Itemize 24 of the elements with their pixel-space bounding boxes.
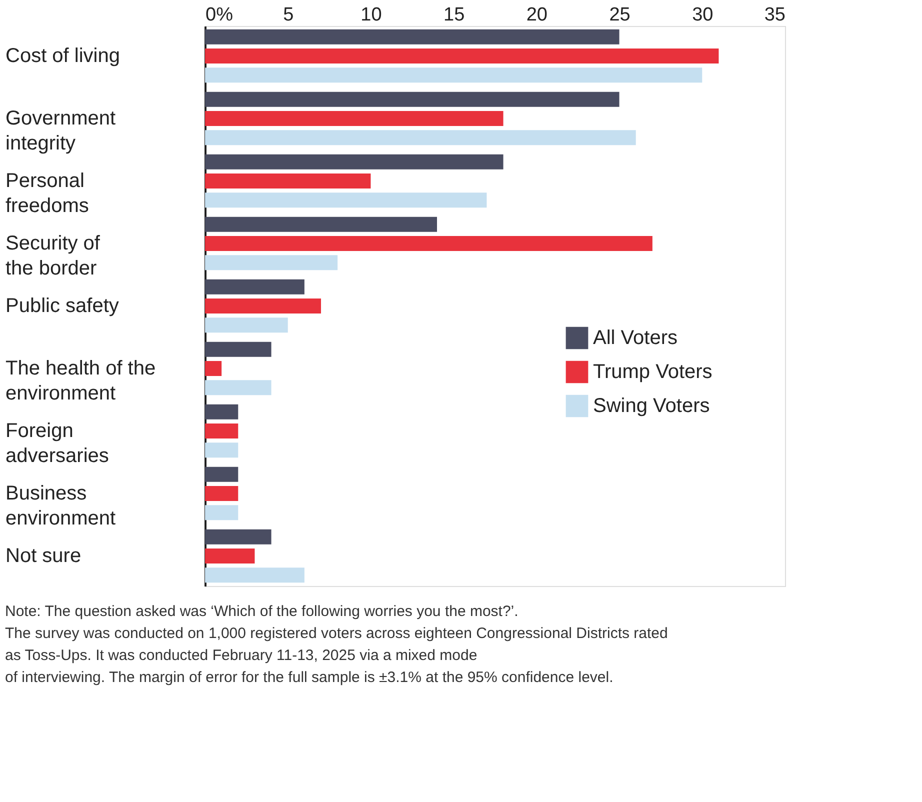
legend-label: All Voters (593, 327, 678, 349)
text: The survey was conducted on 1,000 registered voters across eighteen Congressional Districts rated (5, 625, 668, 642)
y-tick-label: Government integrity (6, 108, 116, 154)
legend-label: Swing Voters (593, 395, 710, 417)
x-tick-label: 35 (764, 4, 786, 26)
text: as Toss-Ups. It was conducted February 11-13, 2025 via a mixed mode (5, 647, 478, 664)
legend-label: Trump Voters (593, 361, 712, 383)
x-tick-label: 25 (609, 4, 630, 26)
x-tick-label: 15 (444, 4, 465, 26)
x-tick-label: 20 (526, 4, 548, 26)
y-tick-label: Foreign adversaries (6, 420, 109, 467)
x-tick-label: 30 (692, 4, 714, 26)
x-tick-label: 0% (206, 4, 234, 26)
y-tick-label: Public safety (6, 295, 119, 317)
text: Note: The question asked was ‘Which of the following worries you the most?’. (5, 603, 518, 620)
y-tick-label: The health of the environment (6, 358, 156, 404)
y-tick-label: Personal freedoms (6, 170, 89, 217)
x-tick-label: 5 (283, 4, 294, 26)
text: of interviewing. The margin of error for the full sample is ±3.1% at the 95% confidence level. (5, 669, 614, 686)
x-tick-label: 10 (360, 4, 382, 26)
y-tick-label: Cost of living (6, 45, 120, 67)
y-tick-label: Not sure (6, 545, 82, 567)
y-tick-label: Security of the border (6, 232, 100, 280)
y-tick-label: Business environment (6, 482, 116, 530)
